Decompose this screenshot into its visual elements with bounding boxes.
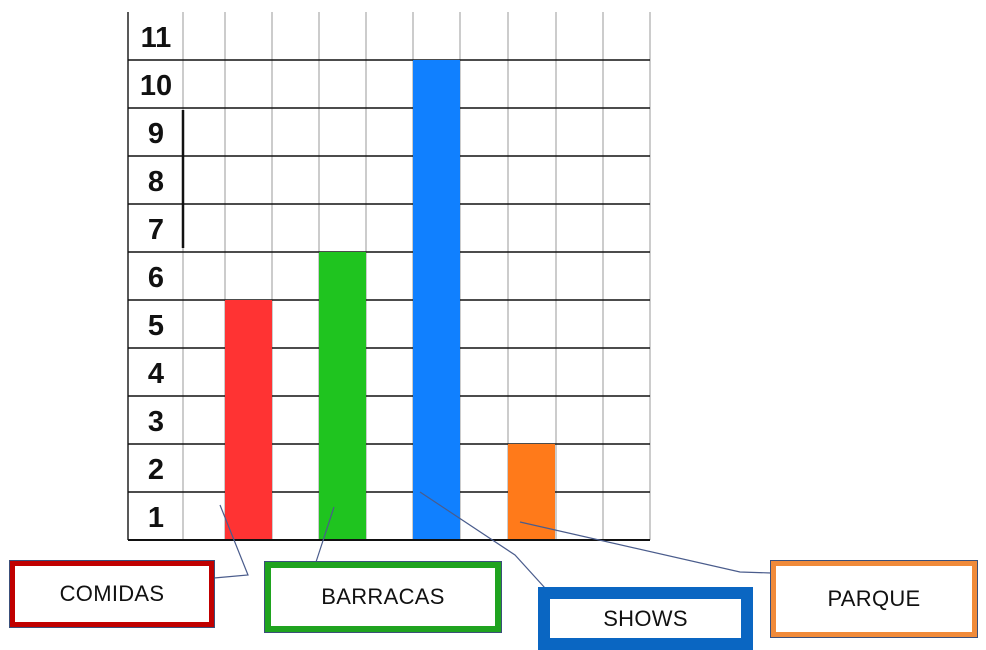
category-label-comidas: COMIDAS	[9, 560, 215, 628]
y-tick-label: 11	[141, 22, 172, 54]
y-tick-label: 6	[148, 262, 164, 294]
bar-shows	[413, 60, 460, 540]
connector-line-comidas	[213, 504, 249, 579]
category-label-text: BARRACAS	[321, 584, 445, 609]
category-label-text: PARQUE	[827, 586, 921, 611]
y-tick-label: 10	[140, 70, 172, 102]
bar-comidas	[225, 300, 272, 540]
category-label-text: COMIDAS	[59, 581, 165, 606]
category-label-text: SHOWS	[603, 605, 688, 631]
y-tick-label: 3	[148, 406, 164, 438]
connector-line-parque	[519, 521, 772, 574]
y-tick-label: 9	[148, 118, 164, 150]
connector-line-barracas	[315, 506, 335, 563]
category-label-barracas: BARRACAS	[264, 561, 502, 633]
y-tick-label: 1	[148, 502, 164, 534]
y-tick-label: 2	[148, 454, 164, 486]
category-label-shows: SHOWS	[538, 587, 753, 650]
y-tick-label: 5	[148, 310, 164, 342]
bar-barracas	[319, 252, 366, 540]
category-label-parque: PARQUE	[770, 560, 978, 638]
bar-parque	[508, 444, 555, 540]
y-tick-label: 4	[148, 358, 164, 390]
y-tick-label: 7	[148, 214, 164, 246]
y-tick-label: 8	[148, 166, 164, 198]
connector-line-shows	[419, 491, 546, 589]
